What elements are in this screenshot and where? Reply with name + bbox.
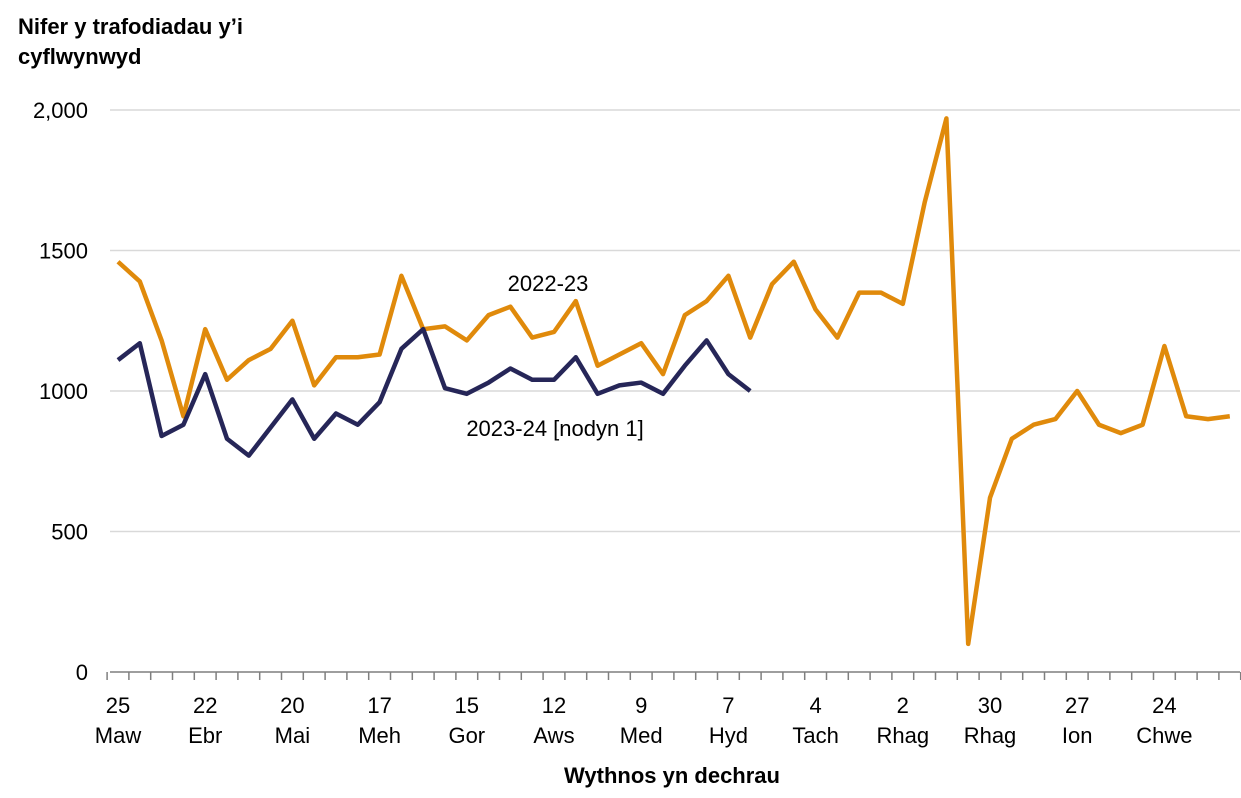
y-tick-label: 2,000	[33, 98, 88, 123]
x-tick-label: 30 Rhag	[964, 693, 1017, 748]
x-tick-label: 27 Ion	[1062, 693, 1093, 748]
series-label: 2022-23	[508, 271, 589, 296]
x-tick-label: 9 Med	[620, 693, 663, 748]
x-tick-label: 20 Mai	[275, 693, 310, 748]
x-tick-label: 25 Maw	[95, 693, 142, 748]
x-tick-label: 4 Tach	[792, 693, 838, 748]
x-tick-label: 22 Ebr	[188, 693, 222, 748]
y-tick-label: 1500	[39, 239, 88, 264]
y-tick-label: 1000	[39, 379, 88, 404]
y-axis-title: Nifer y trafodiadau y’i cyflwynwyd	[18, 14, 243, 69]
x-axis-title: Wythnos yn dechrau	[564, 763, 780, 788]
x-tick-label: 15 Gor	[448, 693, 485, 748]
y-tick-label: 500	[51, 520, 88, 545]
x-tick-label: 24 Chwe	[1136, 693, 1192, 748]
line-series	[116, 116, 1231, 647]
y-tick-label: 0	[76, 660, 88, 685]
x-tick-label: 7 Hyd	[709, 693, 748, 748]
x-tick-label: 12 Aws	[533, 693, 574, 748]
series-label: 2023-24 [nodyn 1]	[466, 416, 643, 441]
line-series	[116, 326, 752, 458]
x-tick-label: 2 Rhag	[877, 693, 930, 748]
x-tick-label: 17 Meh	[358, 693, 401, 748]
